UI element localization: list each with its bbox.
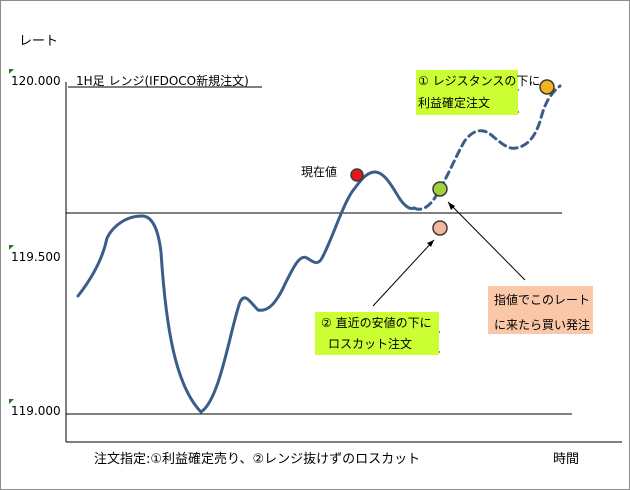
stop-loss-dot (432, 220, 448, 236)
take-profit-line2: 利益確定注文 (418, 96, 491, 110)
entry-arrowhead (448, 202, 455, 210)
current-price-label: 現在値 (301, 165, 338, 179)
forecast-line (412, 84, 562, 211)
entry-line1: 指値でこのレート (494, 293, 591, 307)
take-profit-callout: ① レジスタンスの下に 利益確定注文 (416, 70, 541, 115)
tick-marker-119000 (9, 399, 14, 404)
x-axis-title: 時間 (553, 452, 580, 467)
stop-loss-callout: ② 直近の安値の下に ロスカット注文 (315, 312, 439, 355)
chart-title: 1H足 レンジ(IFDOCO新規注文) (76, 74, 249, 88)
y-tick-120000: 120.000 (11, 74, 61, 88)
entry-line2: に来たら買い発注 (494, 318, 591, 332)
tick-marker-120000 (9, 69, 14, 74)
current-price-dot (350, 168, 364, 182)
y-tick-119000: 119.000 (11, 404, 61, 418)
entry-order-dot (432, 181, 448, 197)
price-line (76, 170, 416, 414)
entry-callout: 指値でこのレート に来たら買い発注 (488, 286, 593, 334)
tick-marker-119500 (9, 245, 14, 250)
stop-loss-line1: ② 直近の安値の下に (321, 316, 432, 330)
footer-note: 注文指定:①利益確定売り、②レンジ抜けずのロスカット (94, 452, 421, 467)
y-tick-119500: 119.500 (11, 250, 61, 264)
take-profit-line1: ① レジスタンスの下に (418, 74, 541, 88)
take-profit-dot (539, 79, 555, 95)
stop-loss-line2: ロスカット注文 (328, 337, 413, 351)
entry-arrow (447, 201, 526, 281)
stop-loss-arrowhead (427, 240, 434, 247)
stop-loss-arrow (372, 239, 435, 307)
y-axis-title: レート (19, 34, 59, 49)
